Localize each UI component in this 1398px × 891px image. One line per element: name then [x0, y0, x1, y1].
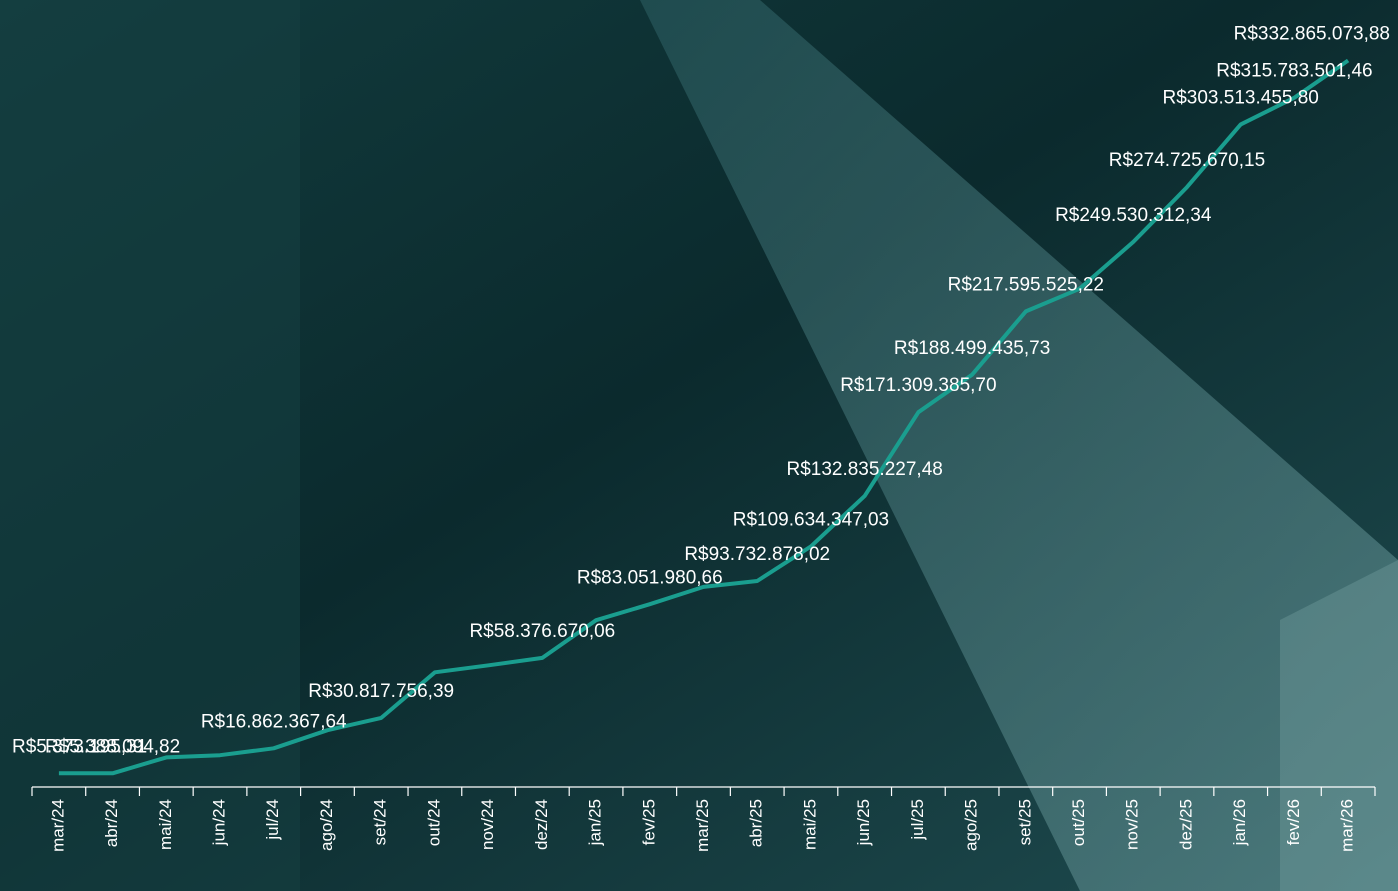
value-label: R$303.513.455,80	[1163, 87, 1319, 108]
value-label: R$188.499.435,73	[894, 338, 1050, 359]
x-tick-label: jul/24	[263, 799, 282, 841]
x-tick-label: jan/26	[1230, 799, 1249, 846]
value-label: R$315.783.501,46	[1216, 61, 1372, 82]
value-label: R$16.862.367,64	[201, 711, 347, 732]
x-tick-label: jan/25	[586, 799, 605, 846]
x-tick-label: abr/24	[102, 799, 121, 847]
x-tick-label: dez/25	[1176, 799, 1195, 850]
x-tick-label: out/25	[1069, 799, 1088, 846]
x-tick-label: nov/24	[478, 799, 497, 850]
value-label: R$93.732.878,02	[684, 544, 830, 565]
value-label: R$83.051.980,66	[577, 567, 723, 588]
x-tick-label: jun/25	[854, 799, 873, 846]
value-label: R$5.388.094,82	[45, 736, 180, 757]
value-label: R$274.725.670,15	[1109, 150, 1265, 171]
x-tick-label: fev/26	[1284, 799, 1303, 845]
value-label: R$171.309.385,70	[840, 375, 996, 396]
x-tick-label: mai/25	[800, 799, 819, 850]
x-tick-label: set/24	[371, 799, 390, 845]
x-tick-label: nov/25	[1123, 799, 1142, 850]
x-tick-label: set/25	[1015, 799, 1034, 845]
chart: mar/24 abr/24 mai/24 jun/24 jul/24 ago/24 set/…	[0, 0, 1398, 891]
x-tick-label: out/24	[424, 799, 443, 846]
x-tick-label: mar/25	[693, 799, 712, 852]
x-tick-label: ago/25	[962, 799, 981, 851]
x-tick-label: fev/25	[639, 799, 658, 845]
value-label: R$132.835.227,48	[786, 459, 942, 480]
value-label: R$30.817.756,39	[308, 681, 454, 702]
value-label: R$332.865.073,88	[1234, 24, 1390, 45]
background-column	[0, 0, 300, 891]
value-label: R$109.634.347,03	[733, 509, 889, 530]
x-tick-label: mai/24	[156, 799, 175, 850]
x-tick-label: jun/24	[210, 799, 229, 846]
value-label: R$249.530.312,34	[1055, 205, 1212, 226]
x-tick-label: dez/24	[532, 799, 551, 850]
page: {"chart_data": {"type": "line", "categor…	[0, 0, 1398, 891]
x-tick-label: abr/25	[747, 799, 766, 847]
x-tick-label: ago/24	[317, 799, 336, 851]
x-tick-label: jul/25	[908, 799, 927, 841]
x-tick-label: mar/24	[48, 799, 67, 852]
value-label: R$217.595.525,22	[948, 274, 1104, 295]
value-label: R$58.376.670,06	[469, 621, 615, 642]
x-tick-label: mar/26	[1338, 799, 1357, 852]
